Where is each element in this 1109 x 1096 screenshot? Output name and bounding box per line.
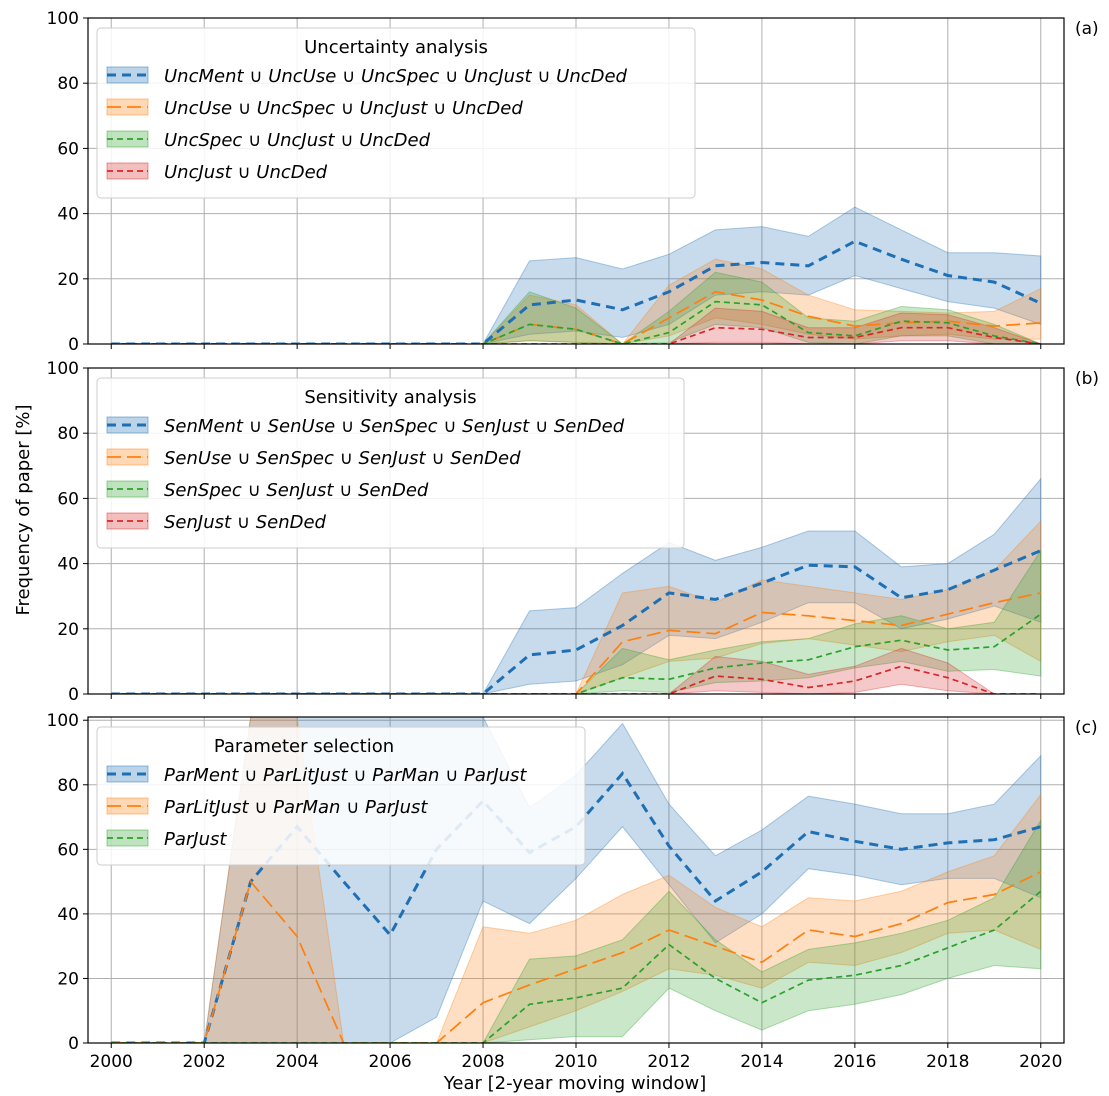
legend-entry: SenMent ∪ SenUse ∪ SenSpec ∪ SenJust ∪ S… [164, 416, 625, 437]
plot-area [111, 206, 1042, 344]
band-green [111, 271, 1041, 344]
x-tick-label: 2014 [740, 1052, 783, 1072]
panel-a: 0 20 40 60 80 100 (a) Uncertainty analysis UncMe… [47, 9, 1099, 355]
y-tick-label: 60 [57, 840, 79, 860]
series-line-red [111, 665, 1041, 694]
legend-entry: ParJust [164, 829, 227, 850]
panel-b: 0 20 40 60 80 100 (b) Sensitivity analysis SenMe… [47, 359, 1100, 705]
legend-entry: UncJust ∪ UncDed [164, 162, 328, 183]
y-tick-label: 40 [57, 555, 79, 575]
plot-area [111, 477, 1042, 694]
y-tick-label: 100 [47, 359, 79, 379]
y-tick-label: 20 [57, 270, 79, 290]
y-tick-label: 0 [68, 685, 79, 705]
y-tick-label: 100 [47, 9, 79, 29]
legend-box [96, 726, 586, 866]
y-tick-label: 40 [57, 205, 79, 225]
legend-box [96, 27, 696, 199]
x-tick-label: 2018 [926, 1052, 969, 1072]
legend-entry: SenUse ∪ SenSpec ∪ SenJust ∪ SenDed [164, 448, 521, 469]
band-orange [111, 519, 1042, 694]
x-tick-label: 2004 [276, 1052, 319, 1072]
y-tick-label: 80 [57, 424, 79, 444]
series-line-orange [111, 592, 1041, 694]
x-tick-label: 2012 [647, 1052, 690, 1072]
y-tick-label: 20 [57, 969, 79, 989]
y-tick-label: 0 [68, 1034, 79, 1054]
legend-box [96, 377, 685, 549]
panel-label: (b) [1075, 369, 1099, 389]
band-red [111, 307, 1041, 344]
panel-c: 0 20 40 60 80 100 2000 2002 2004 2006 2008 2010 2012… [47, 711, 1098, 1072]
band-red [111, 647, 1041, 694]
x-tick-label: 2002 [183, 1052, 226, 1072]
legend-entry: SenJust ∪ SenDed [164, 512, 327, 533]
y-tick-label: 60 [57, 139, 79, 159]
band-blue [111, 206, 1042, 344]
legend-title: Uncertainty analysis [304, 37, 488, 58]
series-line-green [111, 890, 1042, 1043]
panel-label: (a) [1075, 19, 1099, 39]
band-green [111, 818, 1042, 1043]
series-line-orange [111, 290, 1041, 344]
band-green [111, 548, 1042, 694]
x-tick-label: 2016 [833, 1052, 876, 1072]
series-line-green [111, 613, 1042, 694]
panels: 0 20 40 60 80 100 (a) Uncertainty analysis UncMe… [47, 9, 1100, 1072]
y-tick-label: 80 [57, 776, 79, 796]
legend-title: Sensitivity analysis [304, 387, 476, 408]
y-tick-label: 0 [68, 335, 79, 355]
y-tick-label: 60 [57, 489, 79, 509]
legend-entry: SenSpec ∪ SenJust ∪ SenDed [164, 480, 429, 501]
legend-entry: ParMent ∪ ParLitJust ∪ ParMan ∪ ParJust [164, 765, 527, 786]
series-line-orange [111, 871, 1042, 1043]
legend-entry: UncMent ∪ UncUse ∪ UncSpec ∪ UncJust ∪ U… [164, 66, 628, 87]
x-tick-label: 2000 [90, 1052, 133, 1072]
series-line-green [111, 300, 1041, 344]
y-tick-label: 20 [57, 620, 79, 640]
panel-label: (c) [1075, 718, 1098, 738]
x-tick-label: 2006 [368, 1052, 411, 1072]
x-tick-label: 2010 [554, 1052, 597, 1072]
legend-entry: ParLitJust ∪ ParMan ∪ ParJust [164, 797, 428, 818]
x-axis-label: Year [2-year moving window] [443, 1073, 706, 1094]
y-tick-label: 100 [47, 711, 79, 731]
legend-entry: UncUse ∪ UncSpec ∪ UncJust ∪ UncDed [164, 98, 523, 119]
series-line-blue [111, 549, 1042, 694]
y-tick-label: 40 [57, 905, 79, 925]
y-axis-label: Frequency of paper [%] [13, 404, 34, 615]
band-orange [111, 258, 1042, 344]
x-tick-label: 2008 [461, 1052, 504, 1072]
y-tick-label: 80 [57, 74, 79, 94]
legend-title: Parameter selection [214, 736, 394, 757]
x-tick-label: 2020 [1019, 1052, 1062, 1072]
series-line-blue [111, 771, 1042, 1043]
legend-entry: UncSpec ∪ UncJust ∪ UncDed [164, 130, 431, 151]
band-blue [111, 477, 1042, 694]
